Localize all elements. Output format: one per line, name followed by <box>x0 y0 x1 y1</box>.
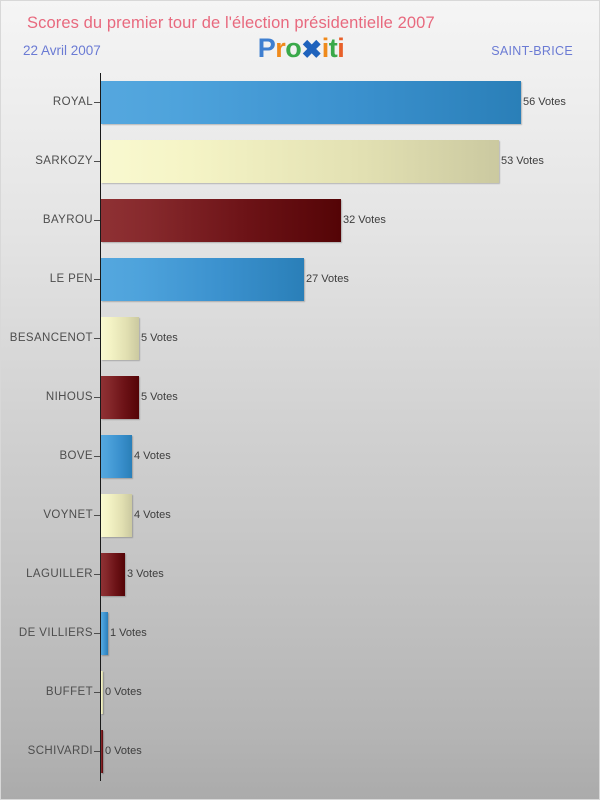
axis-tick <box>94 751 100 752</box>
vote-count-label: 0 Votes <box>105 686 142 698</box>
vote-bar[interactable] <box>101 435 132 478</box>
logo-letter-1: r <box>275 33 286 63</box>
vote-bar[interactable] <box>101 612 108 655</box>
vote-bar[interactable] <box>101 376 139 419</box>
bar-row: NIHOUS 5 Votes <box>1 368 600 427</box>
candidate-label: SARKOZY <box>35 155 93 167</box>
axis-tick <box>94 574 100 575</box>
candidate-label: BESANCENOT <box>9 332 93 344</box>
vote-bar[interactable] <box>101 730 103 773</box>
axis-tick <box>94 456 100 457</box>
vote-count-label: 5 Votes <box>141 332 178 344</box>
axis-tick <box>94 633 100 634</box>
logo-letter-3: ✖ <box>301 36 322 64</box>
axis-tick <box>94 692 100 693</box>
proxiti-logo[interactable]: Pro✖iti <box>257 33 345 64</box>
vote-count-label: 1 Votes <box>110 627 147 639</box>
vote-bar[interactable] <box>101 317 139 360</box>
bar-row: BUFFET 0 Votes <box>1 663 600 722</box>
axis-tick <box>94 279 100 280</box>
vote-count-label: 4 Votes <box>134 509 171 521</box>
bar-row: LE PEN 27 Votes <box>1 250 600 309</box>
bar-row: LAGUILLER 3 Votes <box>1 545 600 604</box>
page-title: Scores du premier tour de l'élection pré… <box>27 14 435 32</box>
logo-letter-5: t <box>328 33 338 63</box>
logo-letter-2: o <box>285 33 302 63</box>
candidate-label: ROYAL <box>52 96 93 108</box>
election-date-label: 22 Avril 2007 <box>23 43 101 58</box>
vote-count-label: 27 Votes <box>306 273 349 285</box>
vote-bar[interactable] <box>101 81 521 124</box>
candidate-label: LE PEN <box>49 273 93 285</box>
axis-tick <box>94 220 100 221</box>
vote-bar[interactable] <box>101 258 304 301</box>
logo-letter-4: i <box>321 33 330 63</box>
logo-letter-6: i <box>337 33 345 63</box>
chart-header: Scores du premier tour de l'élection pré… <box>1 1 600 73</box>
bar-row: SCHIVARDI 0 Votes <box>1 722 600 781</box>
bar-row: BAYROU 32 Votes <box>1 191 600 250</box>
vote-count-label: 53 Votes <box>501 155 544 167</box>
candidate-label: NIHOUS <box>45 391 93 403</box>
candidate-label: DE VILLIERS <box>18 627 93 639</box>
vote-count-label: 5 Votes <box>141 391 178 403</box>
candidate-label: BOVE <box>59 450 93 462</box>
bar-row: DE VILLIERS 1 Votes <box>1 604 600 663</box>
logo-letter-0: P <box>257 33 276 63</box>
vote-bar[interactable] <box>101 199 341 242</box>
axis-tick <box>94 161 100 162</box>
vote-bar[interactable] <box>101 671 103 714</box>
candidate-label: SCHIVARDI <box>27 745 93 757</box>
plot-area: ROYAL 56 Votes SARKOZY 53 Votes BAYROU 32 Vot… <box>1 73 600 781</box>
vote-bar[interactable] <box>101 494 132 537</box>
candidate-label: VOYNET <box>43 509 93 521</box>
candidate-label: LAGUILLER <box>26 568 93 580</box>
vote-count-label: 56 Votes <box>523 96 566 108</box>
axis-tick <box>94 338 100 339</box>
bar-row: BESANCENOT 5 Votes <box>1 309 600 368</box>
bar-row: SARKOZY 53 Votes <box>1 132 600 191</box>
candidate-label: BUFFET <box>45 686 93 698</box>
axis-tick <box>94 102 100 103</box>
vote-bar[interactable] <box>101 140 499 183</box>
axis-tick <box>94 515 100 516</box>
commune-name-label: SAINT-BRICE <box>491 44 573 58</box>
vote-bar[interactable] <box>101 553 125 596</box>
bar-row: BOVE 4 Votes <box>1 427 600 486</box>
bar-row: VOYNET 4 Votes <box>1 486 600 545</box>
bar-row: ROYAL 56 Votes <box>1 73 600 132</box>
candidate-label: BAYROU <box>42 214 93 226</box>
vote-count-label: 32 Votes <box>343 214 386 226</box>
vote-count-label: 4 Votes <box>134 450 171 462</box>
axis-tick <box>94 397 100 398</box>
vote-count-label: 3 Votes <box>127 568 164 580</box>
value-axis-line <box>100 73 101 781</box>
vote-count-label: 0 Votes <box>105 745 142 757</box>
